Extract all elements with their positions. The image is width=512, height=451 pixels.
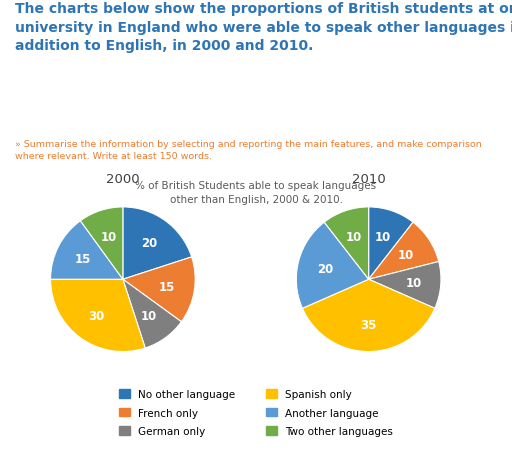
- Text: 20: 20: [317, 262, 333, 275]
- Wedge shape: [369, 207, 413, 280]
- Text: 30: 30: [89, 309, 104, 322]
- Title: 2010: 2010: [352, 173, 386, 185]
- Wedge shape: [123, 280, 181, 348]
- Wedge shape: [123, 207, 191, 280]
- Title: 2000: 2000: [106, 173, 140, 185]
- Wedge shape: [123, 258, 195, 322]
- Text: 15: 15: [75, 253, 91, 266]
- Wedge shape: [324, 207, 369, 280]
- Text: » Summarise the information by selecting and reporting the main features, and ma: » Summarise the information by selecting…: [15, 140, 482, 161]
- Wedge shape: [296, 223, 369, 308]
- Text: 10: 10: [405, 277, 421, 290]
- Text: 35: 35: [360, 318, 377, 331]
- Text: 10: 10: [398, 249, 414, 262]
- Text: 10: 10: [101, 230, 117, 244]
- Wedge shape: [51, 221, 123, 280]
- Text: The charts below show the proportions of British students at one
university in E: The charts below show the proportions of…: [15, 2, 512, 53]
- Wedge shape: [80, 207, 123, 280]
- Legend: No other language, French only, German only, Spanish only, Another language, Two: No other language, French only, German o…: [114, 384, 398, 441]
- Text: 10: 10: [375, 231, 391, 244]
- Text: 10: 10: [141, 309, 157, 322]
- Text: % of British Students able to speak languages
other than English, 2000 & 2010.: % of British Students able to speak lang…: [136, 180, 376, 204]
- Wedge shape: [369, 223, 439, 280]
- Text: 10: 10: [346, 231, 362, 244]
- Wedge shape: [303, 280, 435, 352]
- Wedge shape: [51, 280, 145, 352]
- Text: 20: 20: [141, 237, 157, 250]
- Text: 15: 15: [159, 280, 175, 293]
- Wedge shape: [369, 262, 441, 308]
